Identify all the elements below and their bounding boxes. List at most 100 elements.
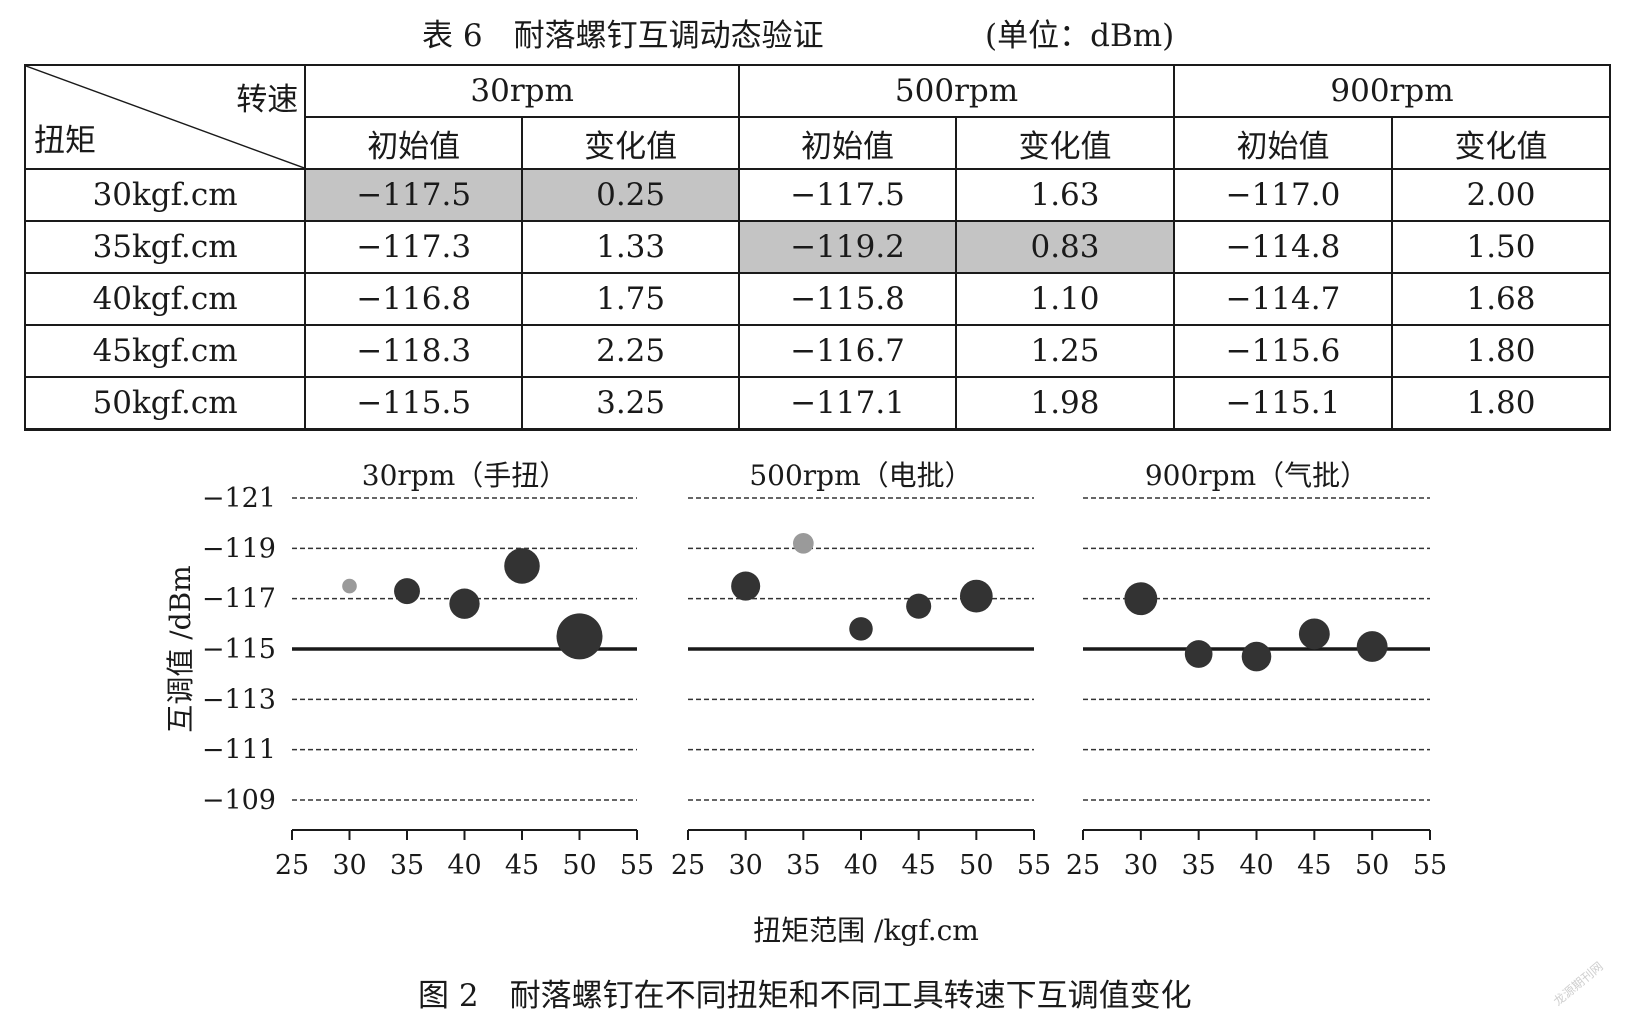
y-axis-label: 互调值 /dBm [164, 565, 197, 732]
x-tick-label: 55 [1017, 850, 1051, 881]
sub-header: 初始值 [1173, 116, 1393, 170]
value-cell: 1.80 [1390, 376, 1612, 431]
data-point [1241, 641, 1272, 672]
value-cell: −114.8 [1173, 220, 1393, 274]
sub-header: 变化值 [521, 116, 741, 170]
header-row-speed: 转速 扭矩 30rpm 500rpm 900rpm [23, 64, 1611, 170]
value-cell: −117.5 [738, 168, 958, 222]
x-tick-label: 55 [1413, 850, 1447, 881]
value-cell: −115.6 [1173, 324, 1393, 378]
corner-torque-label: 扭矩 [34, 123, 96, 159]
speed-header-30: 30rpm [304, 64, 741, 118]
corner-diagonal [26, 66, 304, 168]
y-tick-label: −121 [202, 483, 276, 514]
corner-header: 转速 扭矩 [23, 64, 307, 170]
table-caption: 表 6 耐落螺钉互调动态验证 [422, 18, 824, 54]
x-tick-label: 30 [1124, 850, 1158, 881]
data-point [1356, 631, 1388, 662]
value-cell: 1.10 [955, 272, 1175, 326]
value-cell: 1.98 [955, 376, 1175, 431]
torque-cell: 45kgf.cm [23, 324, 307, 378]
data-point [449, 588, 480, 619]
table-row: 50kgf.cm −115.5 3.25 −117.1 1.98 −115.1 … [23, 376, 1612, 431]
data-point [394, 578, 420, 605]
value-cell: 1.63 [955, 168, 1175, 222]
sub-header: 变化值 [1390, 116, 1612, 170]
panel-title: 900rpm（气批） [1145, 460, 1368, 492]
y-tick-label: −111 [202, 735, 276, 766]
data-point [342, 578, 357, 594]
value-cell: −115.5 [304, 376, 524, 431]
data-point [959, 579, 993, 613]
value-cell: −116.8 [304, 272, 524, 326]
y-tick-label: −117 [202, 584, 276, 615]
y-tick-label: −115 [202, 634, 276, 665]
value-cell: 1.80 [1390, 324, 1612, 378]
data-table: 转速 扭矩 30rpm 500rpm 900rpm 初始值 变化值 初始值 变化… [23, 64, 1612, 431]
table-unit: (单位：dBm) [985, 18, 1175, 54]
torque-cell: 40kgf.cm [23, 272, 307, 326]
x-tick-label: 30 [728, 850, 762, 881]
sub-header: 初始值 [304, 116, 524, 170]
x-tick-label: 25 [1066, 850, 1100, 881]
value-cell: −118.3 [304, 324, 524, 378]
torque-cell: 30kgf.cm [23, 168, 307, 222]
panel-title: 500rpm（电批） [749, 460, 972, 492]
figure-caption: 图 2 耐落螺钉在不同扭矩和不同工具转速下互调值变化 [418, 978, 1192, 1014]
x-tick-label: 55 [620, 850, 654, 881]
data-point [504, 548, 540, 584]
value-cell: −116.7 [738, 324, 958, 378]
x-tick-label: 35 [390, 850, 424, 881]
panel-title: 30rpm（手扭） [362, 460, 568, 492]
x-tick-label: 50 [562, 850, 596, 881]
data-point [1124, 582, 1158, 616]
speed-header-500: 500rpm [738, 64, 1175, 118]
data-point [1184, 640, 1213, 668]
torque-cell: 35kgf.cm [23, 220, 307, 274]
x-tick-label: 40 [447, 850, 481, 881]
value-cell: −115.1 [1173, 376, 1393, 431]
data-point [731, 571, 761, 601]
x-tick-label: 30 [332, 850, 366, 881]
x-tick-label: 35 [786, 850, 820, 881]
x-axis-label: 扭矩范围 /kgf.cm [753, 914, 979, 947]
data-point [556, 613, 603, 660]
y-tick-label: −109 [202, 785, 276, 816]
table-row: 35kgf.cm −117.3 1.33 −119.2 0.83 −114.8 … [23, 220, 1612, 274]
value-cell: 1.33 [521, 220, 741, 274]
value-cell: −117.5 [304, 168, 524, 222]
y-tick-label: −119 [202, 533, 276, 564]
data-point [906, 593, 932, 619]
value-cell: 2.00 [1390, 168, 1612, 222]
x-tick-label: 25 [275, 850, 309, 881]
value-cell: 2.25 [521, 324, 741, 378]
x-tick-label: 50 [1355, 850, 1389, 881]
value-cell: −117.3 [304, 220, 524, 274]
x-tick-label: 50 [959, 850, 993, 881]
x-tick-label: 25 [671, 850, 705, 881]
value-cell: 0.83 [955, 220, 1175, 274]
value-cell: −115.8 [738, 272, 958, 326]
x-tick-label: 45 [505, 850, 539, 881]
value-cell: 3.25 [521, 376, 741, 431]
sub-header: 变化值 [955, 116, 1175, 170]
data-point [792, 532, 814, 554]
corner-speed-label: 转速 [236, 82, 299, 118]
value-cell: 0.25 [521, 168, 741, 222]
value-cell: −114.7 [1173, 272, 1393, 326]
x-tick-label: 35 [1181, 850, 1215, 881]
table-row: 45kgf.cm −118.3 2.25 −116.7 1.25 −115.6 … [23, 324, 1612, 378]
x-tick-label: 40 [844, 850, 878, 881]
data-point [849, 617, 873, 641]
table-title: 表 6 耐落螺钉互调动态验证 (单位：dBm) [0, 8, 1626, 54]
value-cell: −119.2 [738, 220, 958, 274]
value-cell: 1.25 [955, 324, 1175, 378]
value-cell: 1.68 [1390, 272, 1612, 326]
torque-cell: 50kgf.cm [23, 376, 307, 431]
x-tick-label: 40 [1239, 850, 1273, 881]
header-row-values: 初始值 变化值 初始值 变化值 初始值 变化值 [25, 116, 1612, 170]
value-cell: −117.1 [738, 376, 958, 431]
value-cell: −117.0 [1173, 168, 1393, 222]
value-cell: 1.75 [521, 272, 741, 326]
table-row: 40kgf.cm −116.8 1.75 −115.8 1.10 −114.7 … [23, 272, 1612, 326]
